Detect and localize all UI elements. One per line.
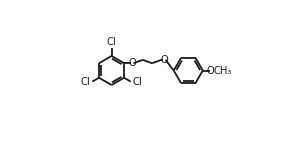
Text: O: O: [128, 58, 136, 68]
Text: CH₃: CH₃: [213, 66, 231, 75]
Text: O: O: [161, 55, 168, 65]
Text: Cl: Cl: [132, 77, 142, 87]
Text: O: O: [207, 66, 215, 75]
Text: Cl: Cl: [107, 37, 116, 47]
Text: Cl: Cl: [81, 77, 91, 87]
